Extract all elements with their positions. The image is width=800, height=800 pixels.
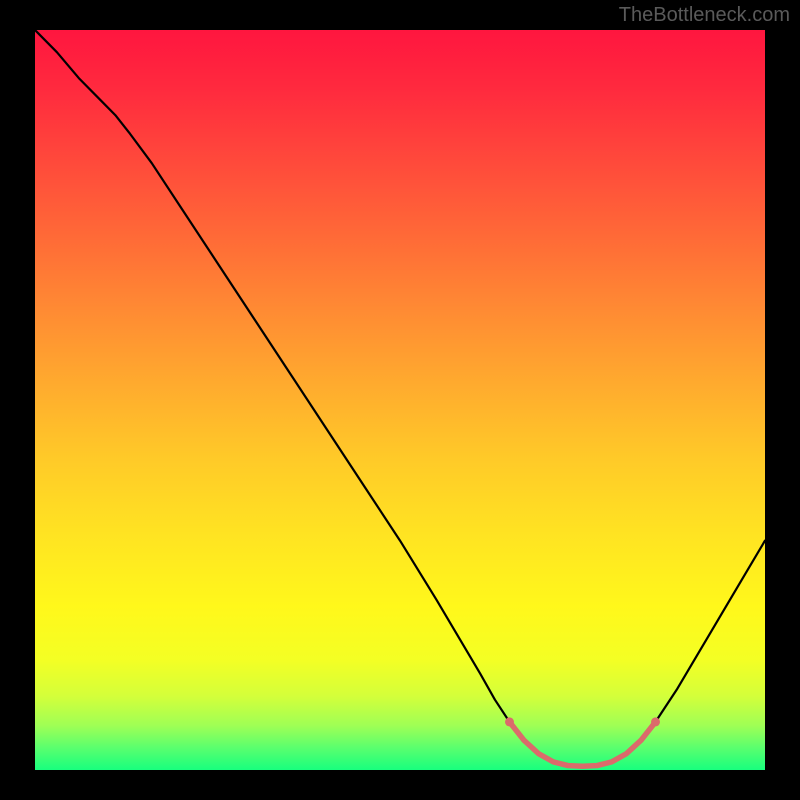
watermark-text: TheBottleneck.com xyxy=(619,4,790,27)
chart-svg xyxy=(35,30,765,770)
chart-background xyxy=(35,30,765,770)
bottleneck-chart xyxy=(35,30,765,770)
